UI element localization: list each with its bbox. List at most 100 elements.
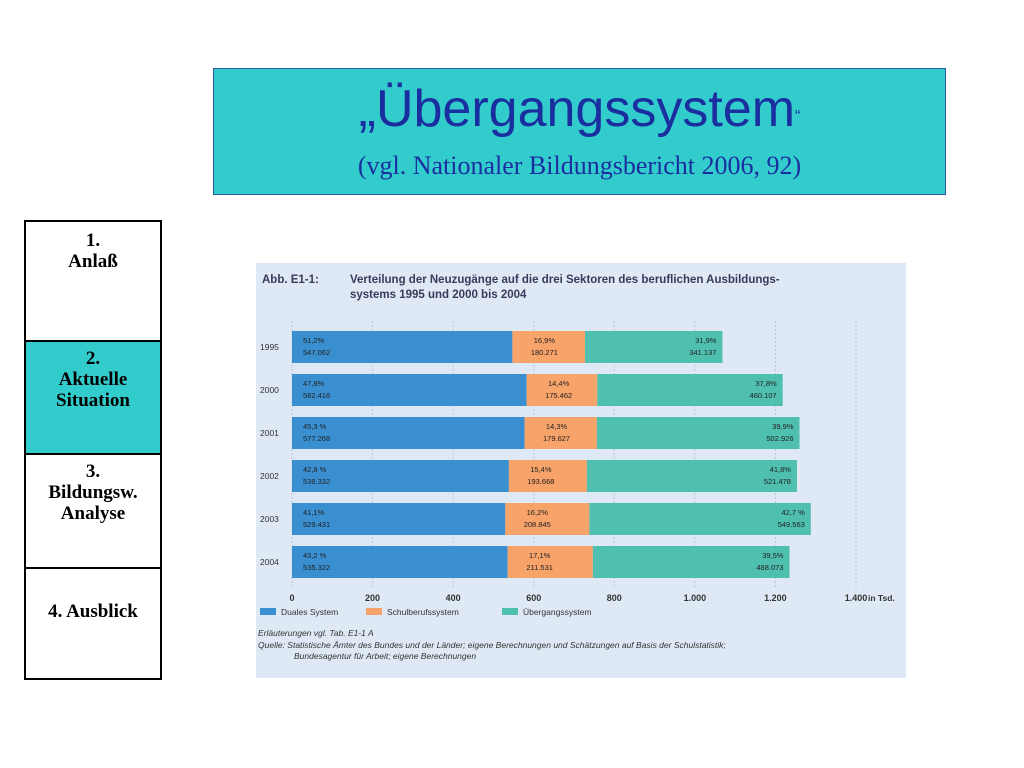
- bar-segment: [292, 503, 506, 535]
- data-label-percent: 39,5%: [762, 551, 784, 560]
- data-label-percent: 37,8%: [755, 379, 777, 388]
- y-tick-label: 2003: [260, 514, 279, 524]
- legend-swatch: [366, 608, 382, 615]
- data-label-value: 208.845: [524, 520, 551, 529]
- nav-item-aktuelle-situation[interactable]: 2. Aktuelle Situation: [26, 340, 160, 453]
- nav-item-number: 2.: [85, 348, 101, 369]
- data-label-percent: 15,4%: [530, 465, 552, 474]
- nav-item-anlass[interactable]: 1. Anlaß: [26, 222, 160, 340]
- nav-item-bildungsw-analyse[interactable]: 3. Bildungsw. Analyse: [26, 453, 160, 567]
- data-label-value: 529.431: [303, 520, 330, 529]
- bar-segment: [505, 503, 590, 535]
- data-label-percent: 43,2 %: [303, 551, 327, 560]
- bar-segment: [292, 374, 527, 406]
- data-label-value: 535.322: [303, 563, 330, 572]
- legend-swatch: [502, 608, 518, 615]
- nav-item-label: Bildungsw.: [48, 482, 138, 503]
- bar-segment: [507, 546, 593, 578]
- stacked-bar-chart: 0 200 400 600 800 1.000 1.200 1.400 in Tsd. 1995 5…: [260, 321, 895, 617]
- legend-label: Übergangssystem: [523, 607, 592, 617]
- data-label-percent: 42,7 %: [781, 508, 805, 517]
- bar-segment: [596, 417, 800, 449]
- data-label-value: 180.271: [531, 348, 558, 357]
- x-tick-label: 400: [446, 593, 461, 603]
- y-tick-label: 1995: [260, 342, 279, 352]
- x-tick-label: 200: [365, 593, 380, 603]
- x-tick-label: 1.400: [845, 593, 868, 603]
- data-label-value: 211.531: [526, 563, 553, 572]
- figure-note: Quelle: Statistische Ämter des Bundes un…: [258, 639, 726, 650]
- chart-figure: Abb. E1-1: Verteilung der Neuzugänge auf …: [256, 263, 906, 678]
- bar-segment: [292, 331, 513, 363]
- y-tick-label: 2002: [260, 471, 279, 481]
- x-tick-label: 600: [526, 593, 541, 603]
- bar-segment: [508, 460, 587, 492]
- data-label-percent: 45,3 %: [303, 422, 327, 431]
- page-subtitle: (vgl. Nationaler Bildungsbericht 2006, 9…: [357, 151, 802, 180]
- data-label-value: 582.416: [303, 391, 330, 400]
- nav-item-label: Anlaß: [68, 251, 118, 272]
- data-label-value: 460.107: [750, 391, 777, 400]
- nav-item-label-line2: Analyse: [60, 503, 126, 524]
- figure-note: Bundesagentur für Arbeit; eigene Berechn…: [294, 651, 477, 661]
- figure-label: Abb. E1-1:: [262, 274, 319, 286]
- legend-swatch: [260, 608, 276, 615]
- page-title: „Übergangssystem“: [214, 79, 945, 139]
- data-label-percent: 41,8%: [770, 465, 792, 474]
- bar-segment: [589, 503, 811, 535]
- x-tick-label: 800: [607, 593, 622, 603]
- data-label-percent: 16,9%: [534, 336, 556, 345]
- data-label-value: 502.926: [766, 434, 793, 443]
- nav-item-number: 3.: [85, 461, 101, 482]
- nav-item-label: 4. Ausblick: [26, 601, 160, 622]
- bar-segment: [526, 374, 598, 406]
- bar-segment: [512, 331, 586, 363]
- data-label-value: 549.563: [778, 520, 805, 529]
- y-tick-label: 2000: [260, 385, 279, 395]
- data-label-percent: 39,9%: [772, 422, 794, 431]
- nav-item-number: 4.: [48, 601, 63, 622]
- data-label-percent: 47,8%: [303, 379, 325, 388]
- legend-label: Duales System: [281, 607, 338, 617]
- data-label-percent: 31,9%: [695, 336, 717, 345]
- figure-title: Abb. E1-1: Verteilung der Neuzugänge auf …: [262, 273, 780, 303]
- section-nav: 1. Anlaß 2. Aktuelle Situation 3. Bildun…: [24, 220, 162, 680]
- data-label-percent: 51,2%: [303, 336, 325, 345]
- data-label-value: 521.478: [764, 477, 791, 486]
- x-unit-label: in Tsd.: [868, 593, 895, 603]
- nav-item-number: 1.: [85, 230, 101, 251]
- bar-segment: [524, 417, 597, 449]
- data-label-value: 488.073: [756, 563, 783, 572]
- bar-segment: [292, 546, 508, 578]
- data-label-percent: 14,3%: [546, 422, 568, 431]
- nav-item-ausblick[interactable]: 4. Ausblick: [26, 567, 160, 678]
- data-label-percent: 14,4%: [548, 379, 570, 388]
- bar-segment: [292, 417, 525, 449]
- data-label-value: 538.332: [303, 477, 330, 486]
- y-tick-label: 2001: [260, 428, 279, 438]
- page-title-quote: “: [795, 108, 801, 125]
- figure-note: Erläuterungen vgl. Tab. E1-1 A: [258, 628, 374, 638]
- bar-segment: [586, 460, 797, 492]
- nav-item-label: Aktuelle: [58, 369, 128, 390]
- figure-notes: Erläuterungen vgl. Tab. E1-1 A Quelle: S…: [258, 628, 726, 663]
- page-title-text: „Übergangssystem: [358, 80, 796, 138]
- y-tick-label: 2004: [260, 557, 279, 567]
- data-label-percent: 42,8 %: [303, 465, 327, 474]
- data-label-value: 179.627: [543, 434, 570, 443]
- bar-segment: [292, 460, 509, 492]
- bar-segment: [597, 374, 783, 406]
- data-label-value: 193.668: [527, 477, 554, 486]
- figure-title-line1: Verteilung der Neuzugänge auf die drei S…: [350, 274, 780, 286]
- nav-item-label-line2: Situation: [56, 390, 130, 411]
- x-tick-label: 0: [289, 593, 294, 603]
- data-label-percent: 17,1%: [529, 551, 551, 560]
- x-tick-label: 1.200: [764, 593, 787, 603]
- data-label-value: 547.062: [303, 348, 330, 357]
- legend-label: Schulberufssystem: [387, 607, 459, 617]
- bar-segment: [585, 331, 723, 363]
- nav-item-label-text: Ausblick: [66, 601, 138, 622]
- bar-segment: [592, 546, 790, 578]
- data-label-value: 175.462: [545, 391, 572, 400]
- data-label-value: 577.268: [303, 434, 330, 443]
